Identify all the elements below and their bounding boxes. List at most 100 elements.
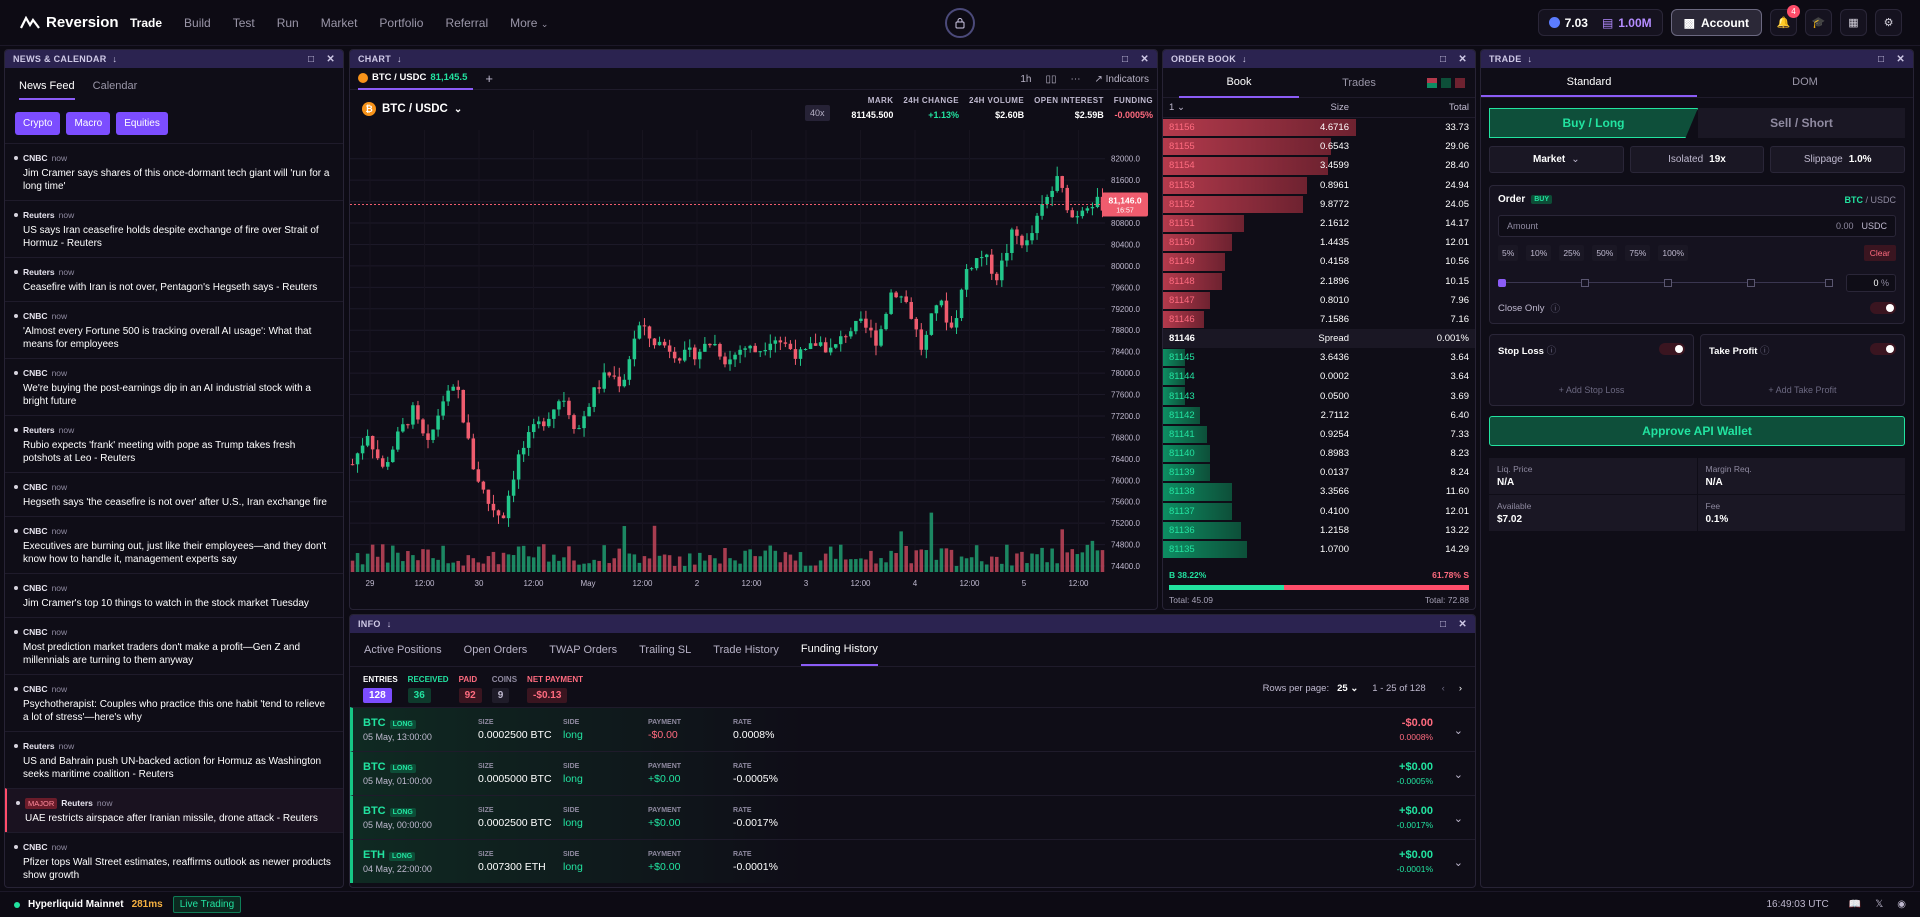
bid-row[interactable]: 81140 0.8983 8.23 (1163, 444, 1475, 463)
settings-button[interactable]: ⚙ (1875, 9, 1902, 36)
pct-5[interactable]: 5% (1498, 245, 1519, 261)
add-stop-loss[interactable]: + Add Stop Loss (1558, 385, 1625, 395)
prev-page-icon[interactable]: ‹ (1441, 683, 1445, 694)
x-icon[interactable]: 𝕏 (1875, 899, 1884, 910)
slider-handle[interactable] (1498, 279, 1506, 287)
clear-button[interactable]: Clear (1863, 245, 1896, 261)
view-both-icon[interactable] (1427, 77, 1437, 88)
tab-trailing-sl[interactable]: Trailing SL (639, 643, 692, 656)
ask-row[interactable]: 81149 0.4158 10.56 (1163, 252, 1475, 271)
pct-50[interactable]: 50% (1592, 245, 1618, 261)
layout-button[interactable]: ▦ (1840, 9, 1867, 36)
interval-selector[interactable]: 1h (1020, 74, 1032, 85)
account-button[interactable]: ▩ Account (1670, 9, 1762, 36)
view-bids-icon[interactable] (1441, 77, 1451, 88)
bid-row[interactable]: 81138 3.3566 11.60 (1163, 482, 1475, 501)
tab-twap-orders[interactable]: TWAP Orders (549, 643, 618, 656)
nav-market[interactable]: Market (320, 15, 358, 30)
close-icon[interactable]: ✕ (1458, 53, 1467, 65)
tab-funding-history[interactable]: Funding History (800, 634, 878, 666)
news-item[interactable]: Reuters now Ceasefire with Iran is not ove… (5, 257, 343, 301)
bid-row[interactable]: 81143 0.0500 3.69 (1163, 386, 1475, 405)
stop-loss-toggle[interactable] (1659, 343, 1685, 355)
chevron-down-icon[interactable]: ⌄ (1453, 813, 1463, 825)
bid-row[interactable]: 81141 0.9254 7.33 (1163, 425, 1475, 444)
ask-row[interactable]: 81153 0.8961 24.94 (1163, 176, 1475, 195)
close-icon[interactable]: ✕ (1140, 53, 1149, 65)
nav-more[interactable]: More ⌄ (510, 16, 548, 30)
funding-row[interactable]: ETH LONG 04 May, 22:00:00 SIZE 0.007300 ETH S… (350, 839, 1475, 883)
slider-value-input[interactable]: 0 % (1846, 274, 1896, 292)
ask-row[interactable]: 81155 0.6543 29.06 (1163, 137, 1475, 156)
ask-row[interactable]: 81152 9.8772 24.05 (1163, 195, 1475, 214)
chevron-down-icon[interactable]: ⌄ (1453, 769, 1463, 781)
slider-track[interactable] (1498, 275, 1833, 291)
price-chart[interactable]: 82000.081600.081200.080800.080400.080000… (350, 130, 1157, 610)
tab-dom[interactable]: DOM (1792, 76, 1818, 88)
order-type-select[interactable]: Market ⌄ (1489, 146, 1624, 173)
chevron-down-icon[interactable]: ⌄ (1453, 857, 1463, 869)
tab-standard[interactable]: Standard (1481, 68, 1697, 97)
news-item[interactable]: CNBC now 'Almost every Fortune 500 is trac… (5, 301, 343, 358)
sell-short-button[interactable]: Sell / Short (1698, 108, 1905, 138)
panel-pin-icon[interactable]: ↓ (397, 54, 402, 64)
news-item[interactable]: CNBC now We're buying the post-earnings di… (5, 358, 343, 415)
nav-trade[interactable]: Trade (130, 15, 163, 30)
bid-row[interactable]: 81139 0.0137 8.24 (1163, 463, 1475, 482)
pct-25[interactable]: 25% (1559, 245, 1585, 261)
maximize-icon[interactable]: □ (1439, 618, 1447, 630)
panel-pin-icon[interactable]: ↓ (386, 619, 392, 629)
buy-long-button[interactable]: Buy / Long (1489, 108, 1698, 138)
more-icon[interactable]: ⋯ (1070, 74, 1081, 85)
chevron-down-icon[interactable]: ⌄ (1453, 725, 1463, 737)
news-item[interactable]: CNBC now Executives are burning out, just … (5, 516, 343, 573)
bid-row[interactable]: 81136 1.2158 13.22 (1163, 521, 1475, 540)
news-item[interactable]: Reuters now Rubio expects 'frank' meeting … (5, 415, 343, 472)
close-icon[interactable]: ✕ (326, 53, 335, 65)
add-take-profit[interactable]: + Add Take Profit (1768, 385, 1837, 395)
nav-referral[interactable]: Referral (445, 15, 489, 30)
panel-pin-icon[interactable]: ↓ (1527, 54, 1533, 64)
news-item[interactable]: Reuters now US and Bahrain push UN-backed … (5, 731, 343, 788)
notifications-button[interactable]: 🔔 4 (1770, 5, 1800, 36)
ask-row[interactable]: 81148 2.1896 10.15 (1163, 272, 1475, 291)
news-item[interactable]: CNBC now Jim Cramer's top 10 things to wat… (5, 573, 343, 617)
maximize-icon[interactable]: □ (307, 53, 315, 65)
close-only-toggle[interactable] (1870, 302, 1896, 314)
news-item[interactable]: CNBC now Psychotherapist: Couples who prac… (5, 674, 343, 731)
news-item[interactable]: CNBC now Most prediction market traders do… (5, 617, 343, 674)
chart-tab-btc[interactable]: BTC / USDC 81,145.5 (358, 68, 474, 90)
learn-button[interactable]: 🎓 (1805, 9, 1832, 36)
tab-calendar[interactable]: Calendar (92, 80, 138, 92)
rows-per-page-select[interactable]: 25 ⌄ (1337, 683, 1358, 694)
funding-row[interactable]: BTC LONG 05 May, 01:00:00 SIZE 0.0005000 BTC… (350, 751, 1475, 795)
maximize-icon[interactable]: □ (1439, 53, 1447, 65)
margin-mode-button[interactable]: Isolated 19x (1629, 146, 1765, 173)
panel-pin-icon[interactable]: ↓ (1242, 54, 1247, 64)
filter-crypto[interactable]: Crypto (15, 112, 61, 135)
ask-row[interactable]: 81156 4.6716 33.73 (1163, 118, 1475, 137)
next-page-icon[interactable]: › (1458, 683, 1462, 694)
tab-book[interactable]: Book (1179, 68, 1299, 98)
tab-trade-history[interactable]: Trade History (713, 643, 779, 656)
news-item[interactable]: MAJOR Reuters now UAE restricts airspace af… (5, 788, 343, 832)
brand[interactable]: Reversion (20, 14, 130, 31)
amount-input[interactable]: Amount 0.00 USDC (1498, 215, 1896, 237)
view-asks-icon[interactable] (1455, 77, 1465, 88)
pct-75[interactable]: 75% (1625, 245, 1651, 261)
maximize-icon[interactable]: □ (1877, 53, 1885, 65)
filter-equities[interactable]: Equities (116, 112, 168, 135)
candle-type-icon[interactable]: ▯▯ (1045, 74, 1057, 85)
ask-row[interactable]: 81151 2.1612 14.17 (1163, 214, 1475, 233)
news-item[interactable]: CNBC now Jim Cramer says shares of this on… (5, 143, 343, 200)
indicators-button[interactable]: ↗ Indicators (1094, 74, 1149, 85)
book-view-toggle[interactable] (1427, 77, 1465, 88)
take-profit-toggle[interactable] (1870, 343, 1896, 355)
pct-100[interactable]: 100% (1658, 245, 1689, 261)
bid-row[interactable]: 81145 3.6436 3.64 (1163, 348, 1475, 367)
nav-test[interactable]: Test (232, 15, 255, 30)
approve-api-wallet-button[interactable]: Approve API Wallet (1489, 416, 1905, 446)
pct-10[interactable]: 10% (1526, 245, 1552, 261)
size-slider[interactable]: 0 % (1498, 274, 1896, 292)
group-selector[interactable]: 1 ⌄ (1169, 102, 1249, 113)
